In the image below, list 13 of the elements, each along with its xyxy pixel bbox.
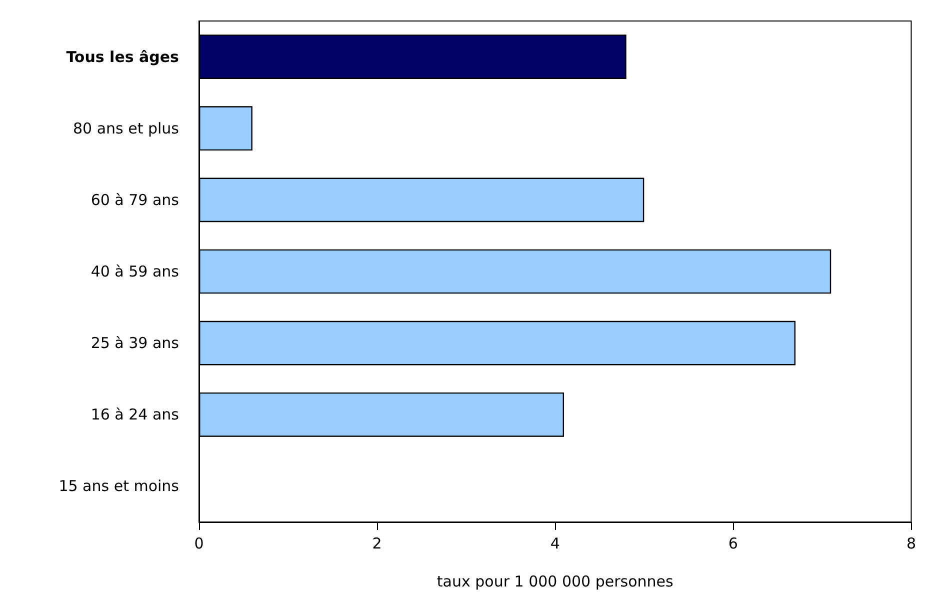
x-tick-label: 6: [728, 534, 738, 552]
y-tick-label: Tous les âges: [66, 48, 180, 66]
y-tick-label: 40 à 59 ans: [90, 262, 180, 280]
y-tick-label: 60 à 79 ans: [90, 190, 180, 209]
x-tick-label: 0: [194, 534, 204, 552]
y-tick-label: 25 à 39 ans: [90, 334, 180, 352]
y-tick-label: 15 ans et moins: [58, 477, 180, 496]
x-axis-title: taux pour 1 000 000 personnes: [436, 572, 674, 590]
y-tick-label: 16 à 24 ans: [90, 406, 180, 424]
x-tick-label: 4: [550, 534, 560, 552]
y-tick-label: 80 ans et plus: [72, 119, 180, 138]
x-tick-label: 8: [906, 534, 916, 552]
x-tick-label: 2: [372, 534, 382, 552]
